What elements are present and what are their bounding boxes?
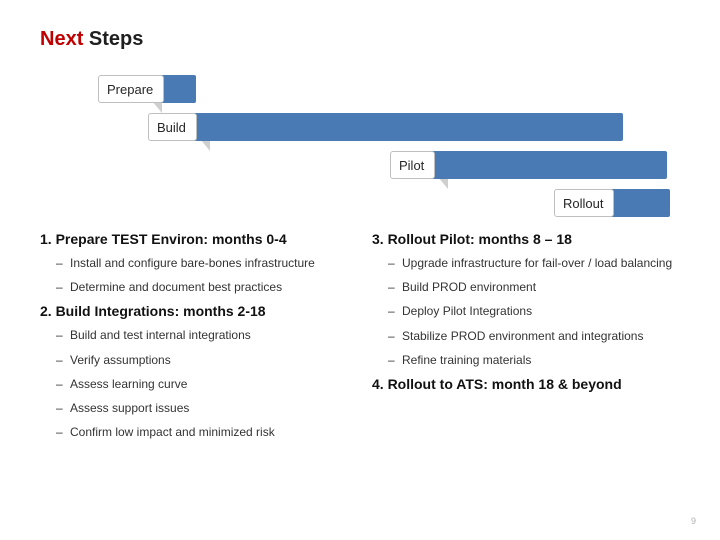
page-title: Next Steps — [40, 28, 143, 51]
list-item: Upgrade infrastructure for fail-over / l… — [388, 255, 680, 271]
stage-label: Build — [148, 113, 197, 141]
section-list: Upgrade infrastructure for fail-over / l… — [372, 255, 680, 368]
list-item: Assess support issues — [56, 400, 348, 416]
list-item: Assess learning curve — [56, 376, 348, 392]
stage-timeline: Prepare Build Pilot Rollout — [40, 75, 680, 215]
stage-label: Rollout — [554, 189, 614, 217]
stage-build: Build — [148, 113, 623, 141]
stage-pilot: Pilot — [390, 151, 667, 179]
list-item: Verify assumptions — [56, 352, 348, 368]
section-heading: 2. Build Integrations: months 2-18 — [40, 303, 348, 319]
stage-label: Prepare — [98, 75, 164, 103]
left-column: 1. Prepare TEST Environ: months 0-4 Insta… — [40, 225, 348, 510]
stage-bar — [610, 189, 670, 217]
list-item: Install and configure bare-bones infrast… — [56, 255, 348, 271]
stage-bar — [431, 151, 667, 179]
title-rest: Steps — [83, 28, 143, 50]
stage-label: Pilot — [390, 151, 435, 179]
list-item: Build PROD environment — [388, 279, 680, 295]
section-heading: 1. Prepare TEST Environ: months 0-4 — [40, 231, 348, 247]
section-list: Build and test internal integrations Veri… — [40, 327, 348, 440]
right-column: 3. Rollout Pilot: months 8 – 18 Upgrade i… — [372, 225, 680, 510]
stage-prepare: Prepare — [98, 75, 196, 103]
stage-bar — [160, 75, 196, 103]
list-item: Confirm low impact and minimized risk — [56, 424, 348, 440]
list-item: Deploy Pilot Integrations — [388, 303, 680, 319]
list-item: Stabilize PROD environment and integrati… — [388, 328, 680, 344]
content-columns: 1. Prepare TEST Environ: months 0-4 Insta… — [40, 225, 680, 510]
title-accent: Next — [40, 28, 83, 50]
page-number: 9 — [691, 516, 696, 526]
section-list: Install and configure bare-bones infrast… — [40, 255, 348, 295]
list-item: Build and test internal integrations — [56, 327, 348, 343]
section-heading: 4. Rollout to ATS: month 18 & beyond — [372, 376, 680, 392]
list-item: Refine training materials — [388, 352, 680, 368]
stage-rollout: Rollout — [554, 189, 670, 217]
list-item: Determine and document best practices — [56, 279, 348, 295]
section-heading: 3. Rollout Pilot: months 8 – 18 — [372, 231, 680, 247]
stage-bar — [193, 113, 623, 141]
